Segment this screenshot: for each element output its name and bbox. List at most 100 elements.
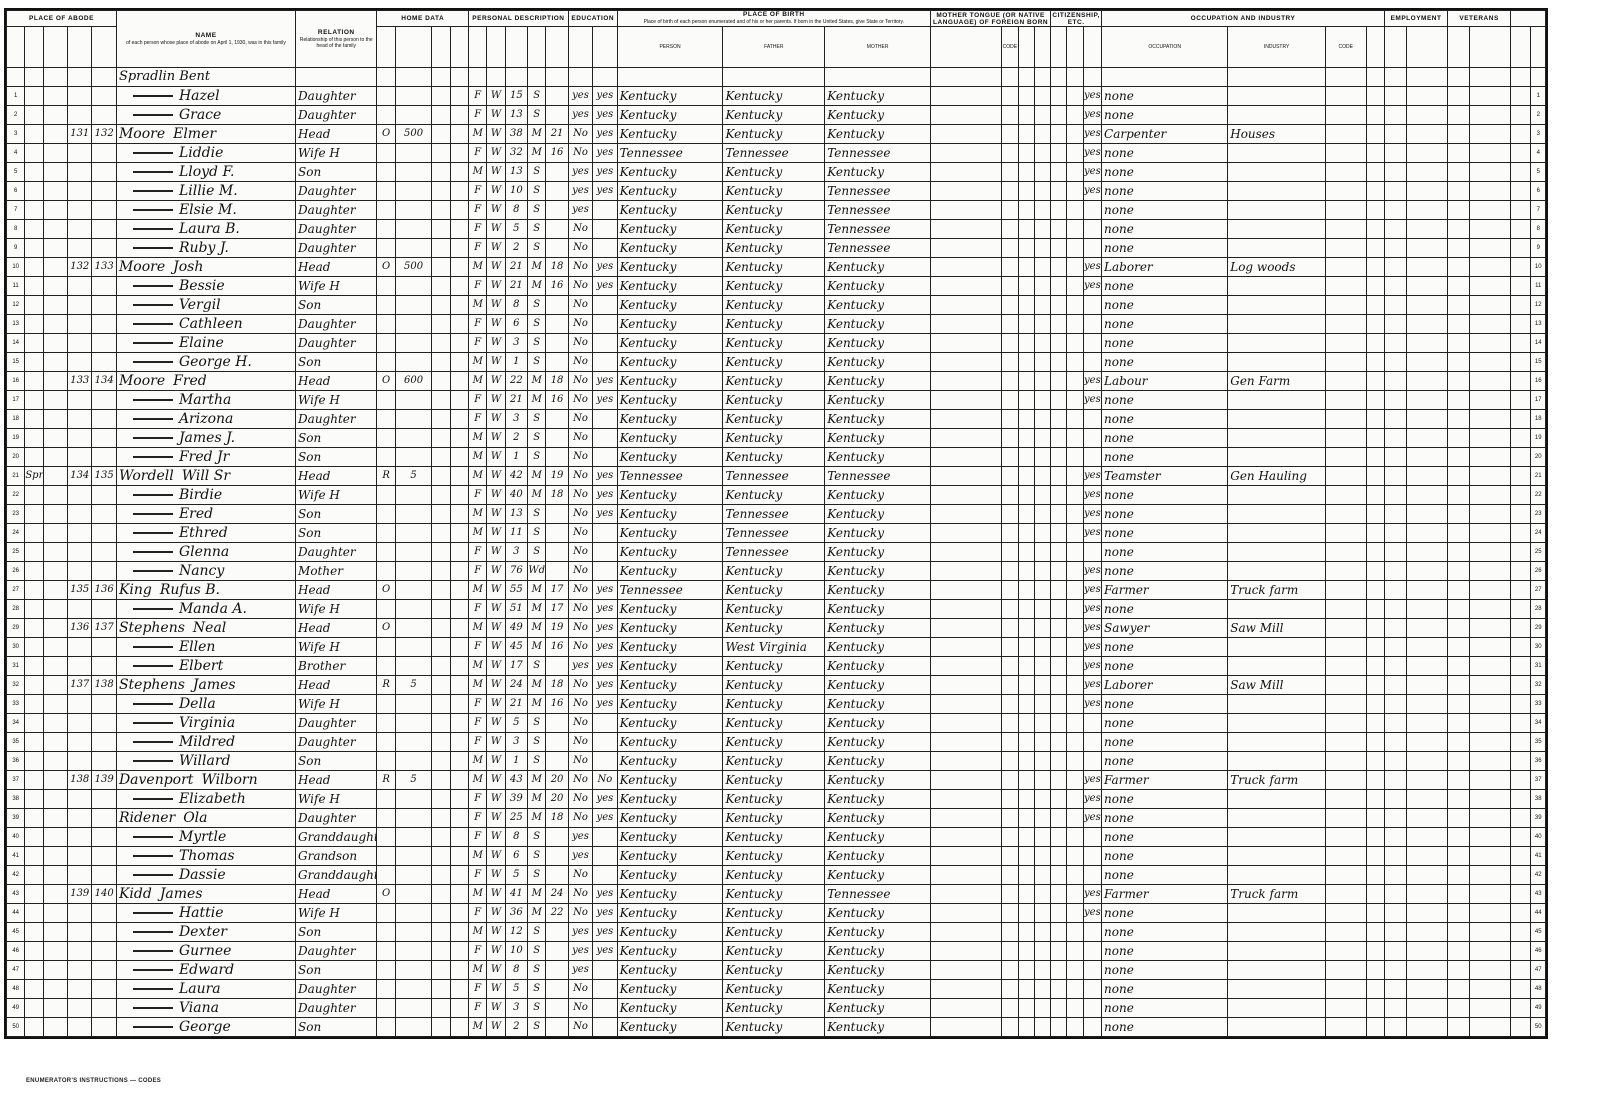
cell-t [376, 941, 396, 961]
line-number: 29 [5, 618, 26, 638]
line-number: 24 [5, 523, 26, 543]
cell-r: Head [295, 257, 378, 277]
subheader-immigration [1050, 26, 1068, 68]
cell-occ: none [1101, 599, 1229, 619]
empty-cell [1324, 656, 1367, 676]
person-name: Martha [115, 390, 297, 410]
line-number: 38 [1530, 789, 1546, 809]
cell-p: Kentucky [616, 371, 724, 391]
cell-sch: yes [567, 105, 594, 125]
empty-cell [1406, 390, 1449, 410]
empty-cell [930, 466, 1003, 486]
empty-cell [1383, 86, 1408, 106]
cell-t [376, 314, 396, 334]
subheader-read-write [592, 26, 618, 68]
cell-sch: No [567, 257, 594, 277]
cell-a: 10 [504, 941, 529, 961]
cell-s: F [468, 276, 488, 296]
cell-race: W [486, 447, 506, 467]
cell-m: S [527, 447, 547, 467]
empty-cell [1033, 694, 1052, 714]
empty-cell [1383, 998, 1408, 1018]
cell-d [67, 447, 93, 467]
cell-am: 19 [545, 618, 569, 638]
empty-cell [930, 599, 1003, 619]
subheader-occupation: OCCUPATION [1101, 26, 1229, 68]
empty-cell [1510, 238, 1532, 258]
cell-mo: Kentucky [824, 770, 932, 790]
cell-f: Kentucky [722, 846, 826, 866]
cell-eng [1082, 409, 1103, 429]
cell-rd: yes [592, 618, 618, 638]
empty-cell [1066, 941, 1084, 961]
empty-cell [1066, 789, 1084, 809]
cell-a: 8 [504, 200, 529, 220]
empty-cell [1066, 751, 1084, 771]
empty-cell [1001, 865, 1019, 885]
empty-cell [1066, 865, 1084, 885]
cell-ind [1227, 751, 1326, 771]
empty-cell [449, 1017, 470, 1037]
line-number: 24 [1530, 523, 1546, 543]
cell-rd [592, 960, 618, 980]
empty-cell [1324, 675, 1367, 695]
empty-cell [431, 922, 451, 942]
table-row: 44 Hattie Wife H F W 36 M 22 No yes Kentucky Kentuc… [5, 903, 1546, 923]
cell-sch: No [567, 371, 594, 391]
empty-cell [1324, 599, 1367, 619]
empty-cell [1365, 599, 1385, 619]
given-name: Ered [178, 506, 214, 522]
empty-cell [449, 143, 470, 163]
empty-cell [1017, 637, 1035, 657]
cell-st [24, 637, 44, 657]
empty-cell [1469, 352, 1512, 372]
empty-cell [449, 504, 470, 524]
empty-cell [1017, 371, 1035, 391]
empty-cell [1365, 200, 1385, 220]
cell-race: W [486, 371, 506, 391]
cell-m: S [527, 86, 547, 106]
empty-cell [1324, 979, 1367, 999]
ditto-dash [132, 494, 173, 496]
street-row: Spradlin Bent [5, 67, 1546, 87]
cell-mo: Kentucky [824, 979, 932, 999]
person-name: Fred Jr [115, 447, 297, 467]
empty-cell [1383, 941, 1408, 961]
empty-cell [1066, 295, 1084, 315]
cell-s: F [468, 181, 488, 201]
cell-f: Kentucky [722, 732, 826, 752]
cell-p: Kentucky [616, 428, 724, 448]
cell-v: 500 [394, 124, 433, 144]
cell-s: F [468, 732, 488, 752]
line-number: 14 [5, 333, 26, 353]
empty-cell [1033, 219, 1052, 239]
cell-eng [1082, 732, 1103, 752]
cell-f: Tennessee [722, 143, 826, 163]
empty-cell [1001, 732, 1019, 752]
ditto-dash [132, 532, 173, 534]
cell-mo: Tennessee [824, 200, 932, 220]
empty-cell [1050, 618, 1068, 638]
subheader-age-first-marriage [545, 26, 569, 68]
cell-sch: yes [567, 846, 594, 866]
empty-cell [1017, 105, 1035, 125]
empty-cell [1510, 732, 1532, 752]
cell-sch: No [567, 504, 594, 524]
cell-v [394, 504, 433, 524]
cell-race: W [486, 561, 506, 581]
empty-cell [1406, 751, 1449, 771]
cell-m: S [527, 998, 547, 1018]
empty-cell [449, 675, 470, 695]
empty-cell [42, 770, 69, 790]
cell-r: Granddaughter [295, 865, 378, 885]
cell-v: 5 [394, 675, 433, 695]
empty-cell [1066, 86, 1084, 106]
cell-d [67, 523, 93, 543]
empty-cell [1469, 580, 1512, 600]
empty-cell [1365, 295, 1385, 315]
cell-v [394, 580, 433, 600]
cell-d [67, 979, 93, 999]
cell-s: M [468, 656, 488, 676]
empty-cell [1017, 181, 1035, 201]
